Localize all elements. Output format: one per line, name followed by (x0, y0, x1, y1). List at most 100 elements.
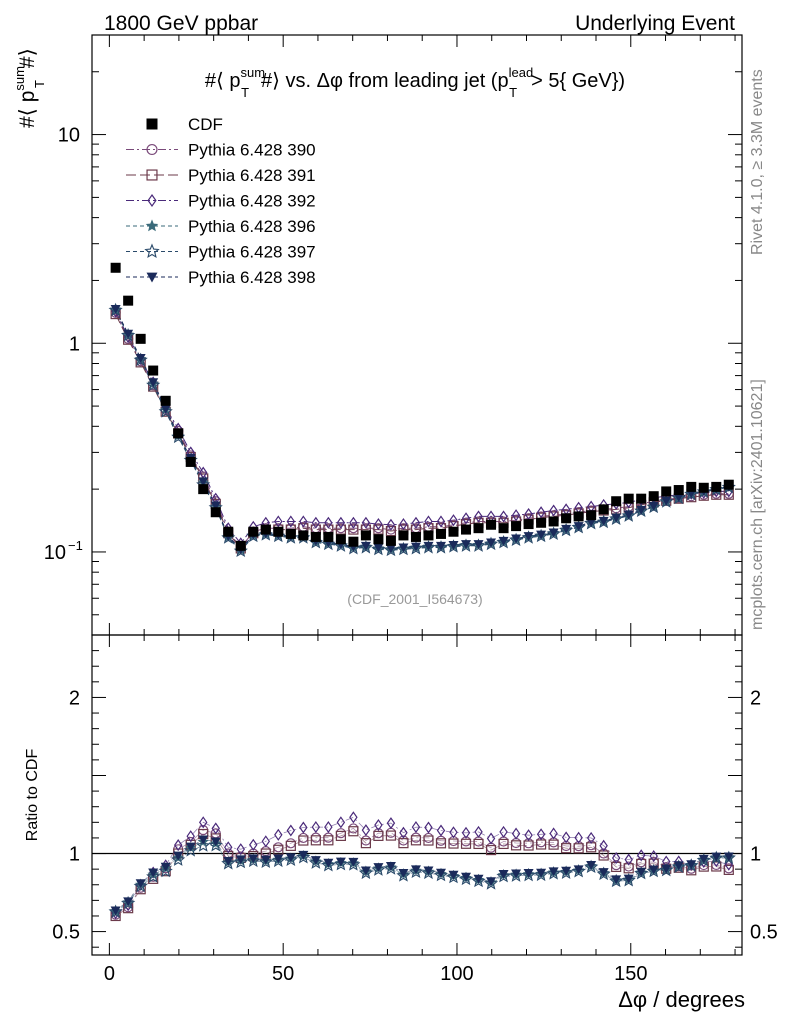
ratio-point-pythia-6-428-397 (246, 853, 261, 868)
ratio-point-pythia-6-428-392 (511, 827, 521, 840)
ratio-point-pythia-6-428-398 (423, 866, 434, 876)
data-point-pythia-6-428-398 (561, 524, 572, 534)
data-point-pythia-6-428-392 (361, 516, 371, 529)
data-point-pythia-6-428-398 (148, 378, 159, 388)
data-point-cdf (636, 493, 647, 504)
ratio-point-pythia-6-428-398 (611, 875, 622, 885)
ratio-point-pythia-6-428-398 (561, 866, 572, 876)
ratio-point-pythia-6-428-398 (410, 865, 421, 875)
legend-marker-pythia-6-428-391 (146, 169, 158, 181)
ratio-point-pythia-6-428-398 (586, 860, 597, 870)
ratio-point-pythia-6-428-392 (224, 841, 233, 854)
ratio-point-pythia-6-428-398 (511, 869, 522, 879)
legend-marker-cdf (146, 118, 158, 130)
data-point-cdf (523, 519, 534, 530)
data-point-cdf (273, 526, 284, 537)
data-point-cdf (536, 517, 547, 528)
ratio-point-pythia-6-428-392 (374, 818, 383, 832)
ratio-point-pythia-6-428-398 (623, 874, 634, 884)
series-markers (108, 262, 736, 922)
ratio-point-pythia-6-428-392 (624, 853, 633, 866)
ratio-point-pythia-6-428-397 (471, 873, 486, 888)
ratio-point-pythia-6-428-398 (398, 869, 409, 879)
ratio-point-pythia-6-428-391 (385, 830, 397, 841)
data-point-pythia-6-428-391 (335, 524, 346, 535)
data-point-cdf (310, 531, 321, 542)
ratio-point-pythia-6-428-392 (386, 817, 396, 830)
ratio-point-pythia-6-428-397 (271, 853, 286, 868)
x-tick-label: 50 (272, 963, 294, 985)
data-point-cdf (123, 295, 134, 306)
data-point-cdf (486, 519, 497, 530)
analysis-id-watermark: (CDF_2001_I564673) (347, 591, 482, 607)
ratio-point-pythia-6-428-392 (449, 826, 458, 839)
ratio-point-pythia-6-428-398 (523, 869, 534, 879)
y-tick-exponent: −1 (68, 538, 83, 553)
ratio-y-axis-label: Ratio to CDF (24, 749, 41, 842)
ratio-line-pythia-6-428-391 (115, 830, 729, 917)
ratio-point-pythia-6-428-397 (421, 865, 436, 880)
ratio-point-pythia-6-428-398 (335, 857, 346, 867)
header-left-label: 1800 GeV ppbar (104, 12, 258, 35)
ratio-point-pythia-6-428-391 (310, 835, 321, 846)
ratio-point-pythia-6-428-397 (433, 867, 449, 882)
ratio-point-pythia-6-428-398 (598, 868, 609, 878)
ratio-point-pythia-6-428-398 (448, 870, 459, 880)
ratio-point-pythia-6-428-398 (273, 854, 284, 864)
ratio-point-pythia-6-428-398 (298, 850, 309, 860)
ratio-line-pythia-6-428-392 (115, 816, 729, 914)
ratio-point-pythia-6-428-398 (548, 867, 559, 877)
ratio-point-pythia-6-428-392 (311, 821, 321, 834)
ratio-point-pythia-6-428-392 (611, 851, 621, 865)
legend-label-pythia-6-428-396: Pythia 6.428 396 (188, 217, 316, 236)
ratio-point-pythia-6-428-397 (396, 868, 411, 882)
series-line-pythia-6-428-397 (115, 309, 729, 552)
ratio-point-pythia-6-428-391 (485, 844, 497, 856)
ratio-point-pythia-6-428-398 (348, 857, 359, 867)
data-point-cdf (323, 531, 334, 542)
data-point-cdf (723, 479, 734, 490)
ratio-point-pythia-6-428-397 (496, 868, 511, 883)
data-point-pythia-6-428-398 (498, 536, 509, 546)
data-point-pythia-6-428-398 (473, 540, 484, 550)
data-point-pythia-6-428-392 (524, 507, 533, 521)
data-point-pythia-6-428-398 (548, 528, 559, 538)
ratio-point-pythia-6-428-398 (198, 835, 209, 845)
data-point-cdf (298, 530, 309, 541)
ratio-point-pythia-6-428-397 (483, 876, 499, 890)
data-point-pythia-6-428-392 (461, 512, 471, 525)
ratio-point-pythia-6-428-398 (260, 855, 271, 865)
data-point-cdf (461, 524, 472, 535)
data-point-pythia-6-428-392 (411, 516, 421, 529)
ratio-point-pythia-6-428-392 (524, 829, 533, 842)
ratio-point-pythia-6-428-397 (221, 856, 236, 870)
data-point-cdf (210, 507, 221, 518)
ratio-point-pythia-6-428-392 (211, 822, 220, 835)
x-tick-label: 150 (614, 963, 647, 985)
ratio-point-pythia-6-428-398 (473, 874, 484, 884)
data-point-pythia-6-428-392 (311, 516, 321, 529)
data-point-pythia-6-428-398 (636, 505, 647, 515)
ratio-point-pythia-6-428-391 (723, 864, 734, 875)
ratio-point-pythia-6-428-392 (349, 811, 358, 824)
ratio-point-pythia-6-428-397 (371, 862, 386, 876)
data-point-cdf (373, 534, 384, 545)
ratio-point-pythia-6-428-398 (360, 866, 371, 876)
ratio-point-pythia-6-428-398 (123, 897, 134, 907)
data-point-pythia-6-428-398 (435, 541, 446, 551)
ratio-point-pythia-6-428-392 (499, 825, 508, 838)
ratio-point-pythia-6-428-398 (373, 863, 384, 873)
data-point-cdf (160, 395, 171, 406)
data-point-cdf (110, 262, 121, 273)
data-point-cdf (435, 528, 446, 539)
ratio-point-pythia-6-428-390 (410, 832, 422, 843)
data-point-cdf (548, 516, 559, 527)
ratio-point-pythia-6-428-398 (536, 868, 547, 878)
ratio-point-pythia-6-428-391 (510, 840, 522, 851)
data-point-pythia-6-428-398 (623, 510, 634, 520)
data-point-cdf (598, 504, 609, 515)
data-point-pythia-6-428-392 (274, 515, 283, 528)
data-point-cdf (148, 365, 159, 376)
ratio-point-pythia-6-428-398 (323, 858, 334, 868)
